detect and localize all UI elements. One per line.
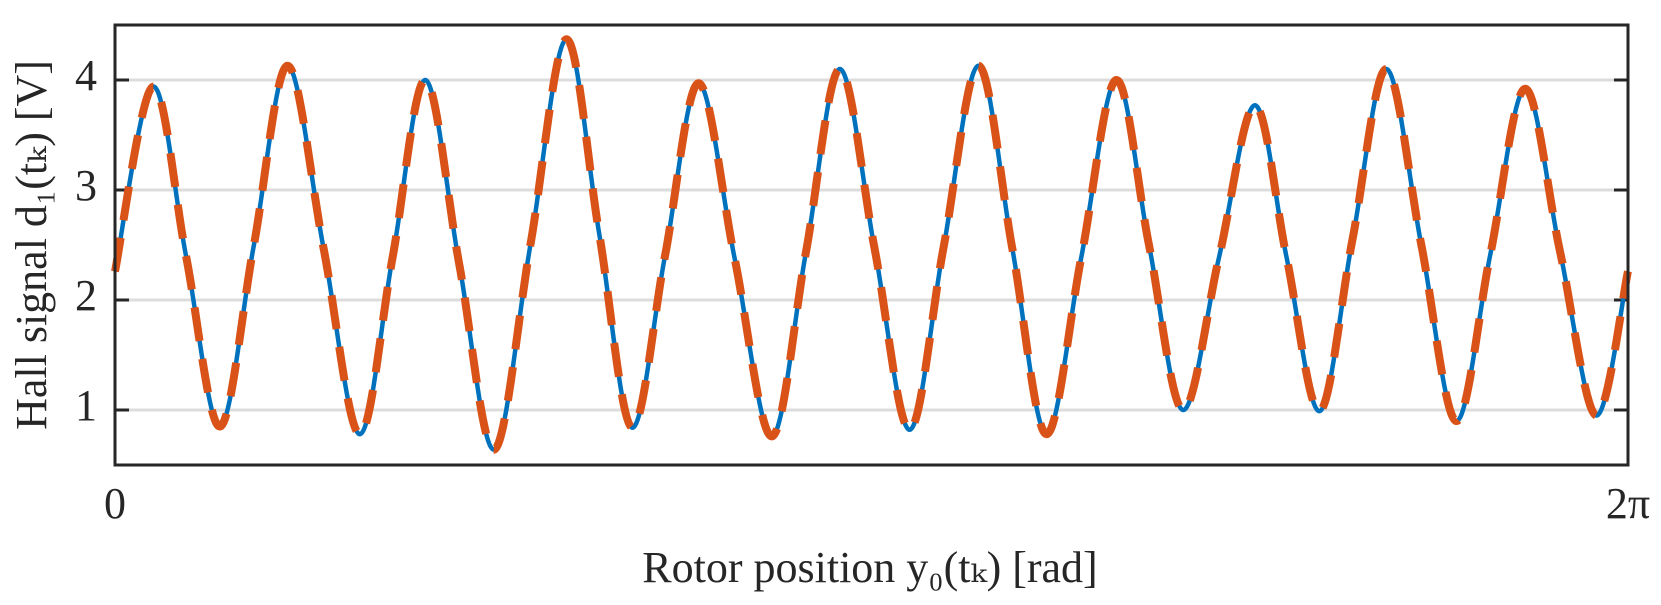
- x-tick-label: 0: [104, 479, 126, 528]
- line-series: [111, 35, 1632, 454]
- x-axis-label: Rotor position y₀(tₖ) [rad]: [642, 543, 1097, 592]
- plot-frame: [113, 23, 1630, 467]
- y-tick-label: 1: [75, 381, 97, 430]
- y-axis-label: Hall signal d₁(tₖ) [V]: [7, 60, 56, 430]
- y-tick-label: 4: [75, 51, 97, 100]
- y-tick-label: 2: [75, 271, 97, 320]
- y-tick-label: 3: [75, 161, 97, 210]
- x-tick-label: 2π: [1606, 479, 1650, 528]
